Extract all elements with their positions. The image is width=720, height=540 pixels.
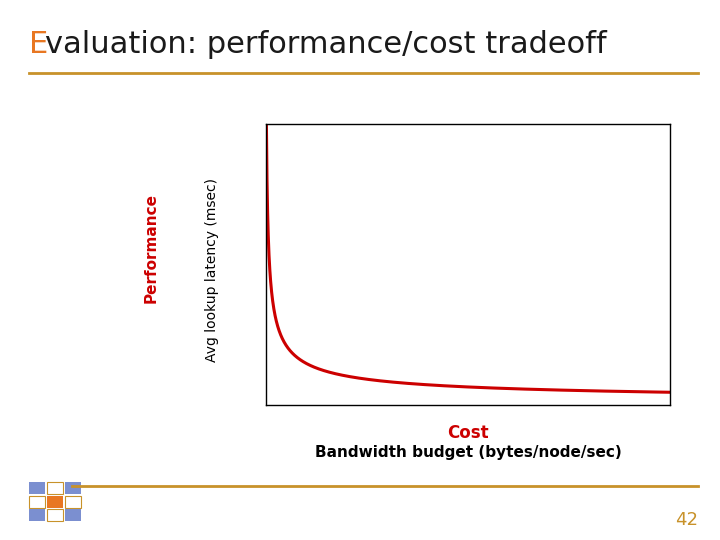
Text: Performance: Performance [144, 193, 158, 303]
Text: Avg lookup latency (msec): Avg lookup latency (msec) [205, 178, 220, 362]
Text: Bandwidth budget (bytes/node/sec): Bandwidth budget (bytes/node/sec) [315, 446, 621, 461]
Text: valuation: performance/cost tradeoff: valuation: performance/cost tradeoff [45, 30, 607, 59]
Text: Cost: Cost [447, 424, 489, 442]
Text: E: E [29, 30, 48, 59]
Text: 42: 42 [675, 511, 698, 529]
